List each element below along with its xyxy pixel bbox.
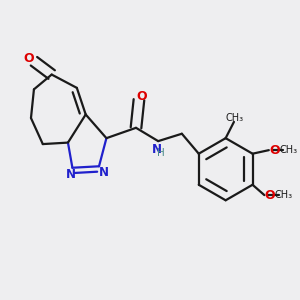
Text: O: O bbox=[269, 144, 280, 157]
Text: H: H bbox=[157, 148, 165, 158]
Text: N: N bbox=[152, 143, 162, 156]
Text: CH₃: CH₃ bbox=[226, 113, 244, 123]
Text: CH₃: CH₃ bbox=[275, 190, 293, 200]
Text: O: O bbox=[23, 52, 34, 65]
Text: O: O bbox=[136, 90, 147, 103]
Text: CH₃: CH₃ bbox=[279, 145, 297, 155]
Text: N: N bbox=[66, 168, 76, 181]
Text: O: O bbox=[265, 189, 275, 202]
Text: N: N bbox=[99, 166, 109, 179]
